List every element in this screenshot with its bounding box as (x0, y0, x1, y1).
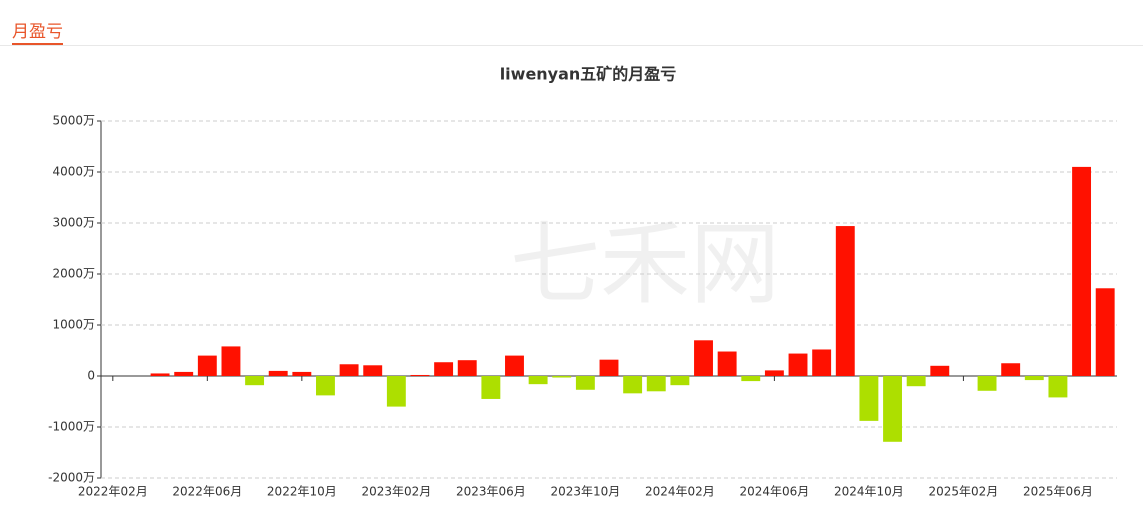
bar (363, 365, 383, 376)
x-tick-label: 2025年02月 (929, 485, 999, 499)
x-tick-label: 2023年02月 (361, 485, 431, 499)
bar (646, 376, 666, 392)
bar (1072, 166, 1092, 376)
bar (197, 355, 217, 376)
bar (410, 374, 430, 376)
x-tick-label: 2022年02月 (78, 485, 148, 499)
bar (316, 376, 335, 396)
y-tick-label: 0 (87, 369, 95, 383)
bar (1048, 376, 1068, 398)
bar (1024, 376, 1044, 381)
bar (835, 226, 855, 376)
bar (245, 376, 265, 386)
bar (670, 376, 690, 386)
x-tick-label: 2024年06月 (739, 485, 809, 499)
bar (292, 371, 312, 376)
x-tick-label: 2022年06月 (172, 485, 242, 499)
y-tick-label: 1000万 (52, 318, 95, 332)
y-tick-label: 5000万 (52, 114, 95, 128)
tab[interactable]: 月盈亏 (12, 22, 63, 45)
y-tick-label: -1000万 (48, 420, 95, 434)
bar (481, 376, 501, 399)
x-tick-label: 2024年10月 (834, 485, 904, 499)
watermark: 七禾网 (510, 212, 780, 317)
y-tick-label: 3000万 (52, 216, 95, 230)
bar (1001, 363, 1021, 376)
x-tick-label: 2023年06月 (456, 485, 526, 499)
bar (339, 364, 359, 376)
bar (552, 376, 572, 378)
x-tick-label: 2023年10月 (550, 485, 620, 499)
chart-title: liwenyan五矿的月盈亏 (500, 65, 677, 84)
bar (505, 355, 524, 376)
bar (694, 340, 713, 376)
x-tick-label: 2025年06月 (1023, 485, 1093, 499)
y-tick-label: 2000万 (52, 267, 95, 281)
bar (812, 349, 832, 376)
bar (386, 376, 406, 407)
bar (717, 351, 737, 376)
y-tick-label: 4000万 (52, 165, 95, 179)
bar (788, 353, 808, 376)
bar (741, 376, 761, 382)
bar (977, 376, 997, 391)
bar (930, 365, 950, 376)
bar (906, 376, 926, 387)
bar (883, 376, 902, 442)
bar (268, 370, 288, 376)
y-tick-label: -2000万 (48, 471, 95, 485)
x-tick-label: 2024年02月 (645, 485, 715, 499)
divider (0, 45, 1143, 46)
bar (575, 376, 595, 390)
bar (764, 370, 784, 376)
x-tick-label: 2022年10月 (267, 485, 337, 499)
bar (1095, 288, 1115, 376)
bar (859, 376, 879, 421)
bar (150, 373, 170, 376)
bar (221, 346, 241, 376)
bar (457, 360, 477, 376)
bar (434, 362, 454, 376)
bar (528, 376, 548, 385)
bar (174, 371, 194, 376)
bar (623, 376, 643, 394)
bar (599, 359, 619, 376)
